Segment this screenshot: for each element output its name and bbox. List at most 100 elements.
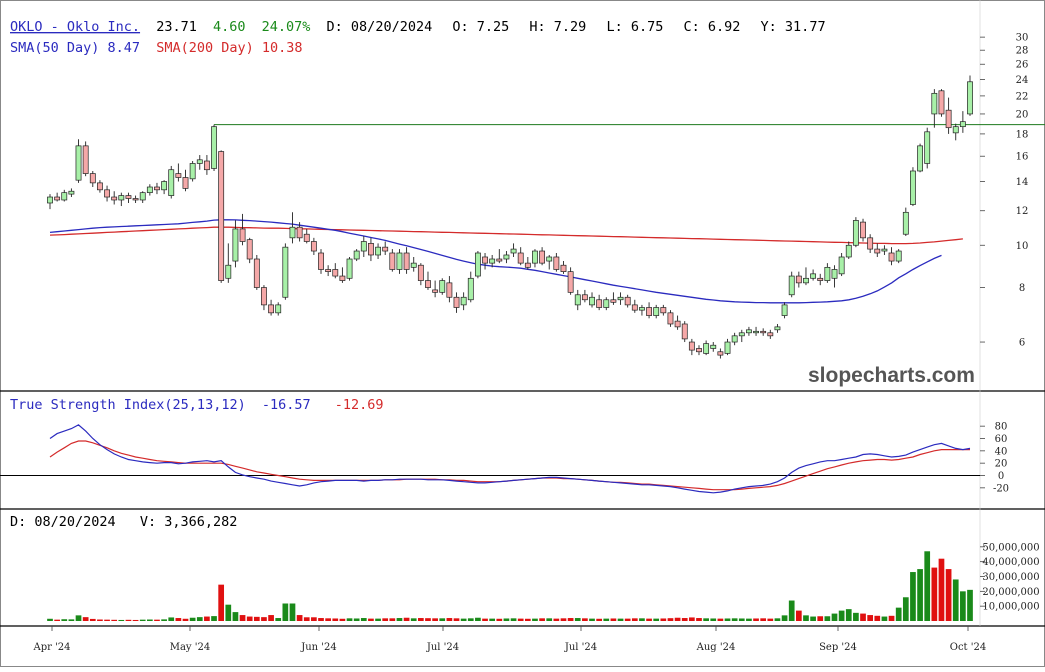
- volume-bar: [453, 618, 460, 621]
- volume-bar: [696, 618, 702, 621]
- volume-bars: [47, 551, 973, 621]
- volume-bar: [546, 618, 553, 621]
- volume-bar: [375, 618, 381, 621]
- candle: [888, 247, 895, 266]
- tsi-signal-line: [49, 440, 970, 491]
- price-tick-label: 20: [1016, 109, 1029, 120]
- volume-bar: [553, 618, 560, 621]
- volume-bar: [853, 612, 859, 621]
- candle-body: [353, 250, 360, 260]
- volume-bar: [368, 618, 374, 621]
- sma-lines: [49, 124, 1045, 304]
- candle-body: [104, 189, 110, 198]
- candle-body: [617, 296, 624, 301]
- candle: [959, 111, 966, 133]
- tsi-header: True Strength Index(25,13,12) -16.57 -12…: [10, 397, 384, 413]
- candle: [581, 289, 588, 303]
- candle-body: [403, 252, 410, 270]
- volume-bar: [161, 619, 167, 621]
- candle-body: [824, 266, 831, 281]
- volume-bar: [432, 618, 438, 621]
- candle-body: [360, 241, 367, 252]
- symbol-title[interactable]: OKLO - Oklo Inc.: [10, 19, 140, 35]
- candle-body: [624, 296, 631, 306]
- volume-date: D: 08/20/2024: [10, 514, 116, 530]
- candle: [268, 299, 275, 316]
- x-tick-label: Oct '24: [950, 642, 986, 653]
- candle: [189, 161, 196, 182]
- candle: [503, 251, 510, 264]
- volume-bar: [54, 619, 60, 621]
- candle-body: [489, 258, 496, 264]
- candle-body: [760, 330, 767, 334]
- candle: [924, 127, 931, 169]
- volume-bar: [346, 618, 353, 621]
- volume-bar: [218, 584, 225, 621]
- volume-bar: [460, 618, 467, 621]
- candle-body: [132, 198, 139, 201]
- volume-bar: [303, 617, 310, 621]
- date-label: D: 08/20/2024: [327, 19, 433, 35]
- candle: [289, 212, 296, 244]
- candle: [517, 247, 524, 266]
- candle-body: [432, 289, 439, 293]
- candle-body: [703, 343, 710, 354]
- candle-body: [375, 246, 381, 256]
- candle-body: [660, 307, 667, 314]
- candle: [310, 237, 317, 255]
- candle: [624, 294, 631, 308]
- candle: [460, 292, 467, 311]
- candle: [610, 292, 617, 305]
- volume-bar: [738, 618, 745, 621]
- volume-bar: [425, 618, 431, 621]
- candle: [218, 150, 225, 283]
- candle-body: [717, 351, 724, 356]
- candle-body: [54, 196, 61, 201]
- price-axis: 6 8 10 12 14 16 18 20 22 24 26 28 30: [980, 33, 1028, 349]
- price-tick-label: 28: [1016, 46, 1029, 57]
- volume-bar: [574, 618, 581, 621]
- volume-bar: [225, 604, 232, 621]
- candle: [731, 332, 738, 346]
- candle-body: [460, 296, 467, 306]
- candle: [275, 302, 282, 316]
- volume-tick-label: 30,000,000: [982, 572, 1039, 583]
- candle: [810, 269, 817, 281]
- candle: [146, 184, 153, 196]
- candle: [567, 267, 574, 295]
- sma50-line: [49, 219, 942, 304]
- candle-body: [803, 277, 809, 284]
- volume-bar: [410, 618, 417, 621]
- candle: [631, 299, 638, 313]
- candle: [318, 249, 324, 274]
- candle-body: [688, 341, 695, 351]
- candle-body: [503, 254, 510, 260]
- sma50-label: SMA(50 Day) 8.47: [10, 40, 140, 56]
- candle-body: [425, 280, 431, 288]
- candle-body: [639, 307, 645, 311]
- tsi-value-2: -12.69: [335, 397, 384, 413]
- candle: [161, 180, 168, 195]
- candle: [639, 304, 645, 316]
- volume-bar: [253, 616, 260, 621]
- volume-bar: [382, 618, 389, 621]
- candle: [738, 329, 745, 343]
- candle-body: [439, 280, 446, 293]
- volume-bar: [61, 619, 68, 621]
- candle: [767, 329, 774, 339]
- volume-bar: [510, 618, 517, 621]
- volume-bar: [674, 617, 681, 621]
- candle-body: [474, 252, 481, 277]
- candle-body: [389, 252, 396, 270]
- candle: [589, 292, 595, 308]
- candle-body: [61, 192, 68, 201]
- candle-body: [346, 258, 353, 279]
- volume-tick-label: 10,000,000: [982, 602, 1039, 613]
- candle-body: [731, 335, 738, 343]
- volume-bar: [296, 615, 303, 621]
- candle: [54, 192, 61, 202]
- volume-bar: [239, 615, 246, 621]
- candle-body: [82, 145, 89, 174]
- candle-body: [553, 256, 560, 270]
- tsi-tick-label: 60: [995, 434, 1008, 445]
